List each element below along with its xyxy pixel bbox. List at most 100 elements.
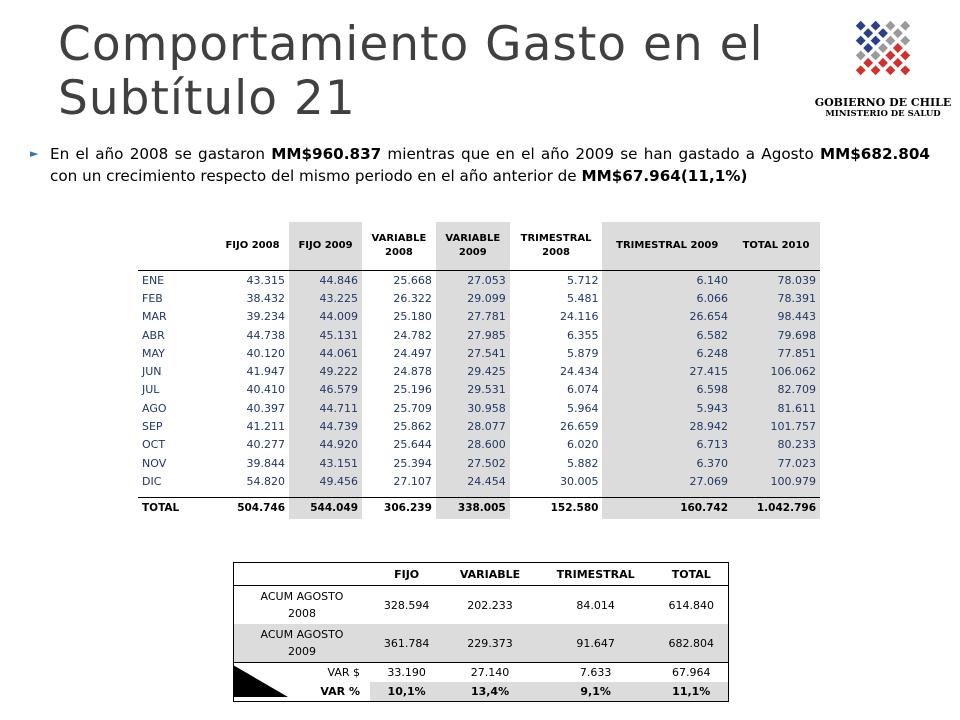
table-row: OCT 40.277 44.920 25.644 28.600 6.020 6.713 80.…: [138, 435, 820, 454]
bullet-bold-3: MM$67.964(11,1%): [581, 167, 748, 185]
table-row: ABR 44.738 45.131 24.782 27.985 6.355 6.582 79.…: [138, 325, 820, 345]
value-cell: 100.979: [732, 472, 820, 491]
emblem-square: [855, 50, 866, 61]
summary-value: 229.373: [443, 624, 537, 663]
value-cell: 77.023: [732, 453, 820, 473]
bullet-text-1: En el año 2008 se gastaron: [50, 145, 272, 163]
summary-row: VAR % 10,1% 13,4% 9,1% 11,1%: [234, 682, 729, 702]
value-cell: 25.180: [393, 310, 432, 324]
value-cell: 39.844: [246, 456, 286, 470]
summary-value: 328.594: [383, 598, 430, 612]
logo-line-2: MINISTERIO DE SALUD: [825, 109, 941, 119]
value-cell: 24.782: [393, 328, 432, 342]
value-cell: 54.820: [246, 474, 286, 488]
emblem-square: [855, 65, 866, 76]
gobierno-logo: GOBIERNO DE CHILE MINISTERIO DE SALUD: [808, 10, 958, 122]
main-header-cell: TOTAL 2010: [732, 222, 820, 271]
bullet-text-2: mientras que en el año 2009 se han gasta…: [381, 145, 821, 163]
emblem-square: [885, 50, 896, 61]
summary-header-cell: VARIABLE: [443, 562, 537, 586]
value-cell: 40.120: [246, 346, 286, 360]
value-cell: 24.116: [559, 310, 599, 324]
value-cell: 81.611: [732, 399, 820, 418]
value-cell: 25.709: [393, 401, 432, 415]
value-cell: 46.579: [289, 380, 363, 400]
total-value: 1.042.796: [732, 496, 820, 519]
month-cell: MAY: [142, 346, 165, 360]
value-cell: 30.005: [559, 474, 599, 488]
table-row: AGO 40.397 44.711 25.709 30.958 5.964 5.943 81.…: [138, 399, 820, 418]
logo-line-1: GOBIERNO DE CHILE: [814, 96, 952, 109]
month-cell: ABR: [142, 328, 165, 342]
main-header-cell: TRIMESTRAL 2009: [602, 222, 733, 271]
table-row: SEP 41.211 44.739 25.862 28.077 26.659 28.942 1…: [138, 417, 820, 436]
month-cell: DIC: [142, 474, 162, 488]
main-header-cell: VARIABLE 2009: [435, 222, 510, 271]
total-value: 306.239: [362, 496, 436, 519]
value-cell: 24.454: [435, 472, 510, 491]
value-cell: 80.233: [732, 435, 820, 454]
emblem-square: [892, 57, 903, 68]
value-cell: 29.531: [435, 380, 510, 400]
value-cell: 5.943: [602, 399, 733, 418]
value-cell: 101.757: [732, 417, 820, 436]
summary-value: 10,1%: [370, 682, 444, 702]
value-cell: 6.066: [602, 289, 733, 308]
emblem-square: [878, 43, 888, 53]
total-value: 544.049: [289, 496, 363, 519]
emblem-square: [855, 35, 866, 46]
value-cell: 25.196: [393, 383, 432, 397]
value-cell: 44.061: [289, 344, 363, 363]
monthly-spending-table: FIJO 2008 FIJO 2009 VARIABLE 2008 VARIABLE 20…: [138, 222, 820, 519]
slide-title: Comportamiento Gasto en el Subtítulo 21: [58, 17, 764, 126]
emblem-square: [892, 43, 903, 53]
value-cell: 40.410: [246, 383, 286, 397]
month-cell: MAR: [142, 310, 167, 324]
month-cell: AGO: [142, 401, 167, 415]
emblem-square: [870, 20, 881, 31]
bullet-text-3: con un crecimiento respecto del mismo pe…: [50, 167, 582, 185]
table-row: MAY 40.120 44.061 24.497 27.541 5.879 6.248 77.…: [138, 344, 820, 363]
summary-value: 202.233: [467, 598, 513, 612]
value-cell: 44.739: [289, 417, 363, 436]
value-cell: 24.434: [559, 365, 599, 379]
emblem-square: [900, 20, 911, 31]
value-cell: 39.234: [246, 310, 286, 324]
value-cell: 6.355: [566, 328, 599, 342]
summary-value: 84.014: [576, 598, 615, 612]
value-cell: 49.222: [289, 362, 363, 381]
table-row: JUL 40.410 46.579 25.196 29.531 6.074 6.598 82.…: [138, 380, 820, 400]
emblem-square: [870, 65, 881, 76]
summary-table: FIJO VARIABLE TRIMESTRAL TOTAL ACUM AGOSTO 2…: [233, 562, 729, 702]
value-cell: 28.942: [602, 417, 733, 436]
summary-value: 7.633: [536, 662, 655, 682]
summary-label: VAR $: [233, 662, 370, 682]
emblem-square: [900, 65, 911, 76]
emblem-square: [885, 35, 896, 46]
value-cell: 24.497: [393, 346, 432, 360]
emblem-square: [878, 57, 888, 68]
value-cell: 43.151: [289, 453, 363, 473]
total-value: 338.005: [435, 496, 510, 519]
total-value: 160.742: [602, 496, 733, 519]
value-cell: 5.964: [566, 401, 599, 415]
main-header-cell: TRIMESTRAL 2008: [509, 222, 603, 271]
summary-header-cell: TOTAL: [654, 562, 729, 586]
summary-header-cell: [233, 562, 370, 586]
emblem-square: [863, 28, 874, 39]
summary-value: 614.840: [668, 598, 715, 612]
main-header-cell: [138, 222, 216, 271]
table-row: ENE 43.315 44.846 25.668 27.053 5.712 6.140 78.…: [138, 270, 820, 290]
value-cell: 78.039: [732, 270, 820, 290]
value-cell: 27.541: [435, 344, 510, 363]
table-row: FEB 38.432 43.225 26.322 29.099 5.481 6.066 78.…: [138, 289, 820, 308]
value-cell: 30.958: [435, 399, 510, 418]
value-cell: 28.077: [435, 417, 510, 436]
value-cell: 106.062: [732, 362, 820, 381]
summary-row: ACUM AGOSTO 2009 361.784 229.373 91.647 682.8…: [233, 624, 729, 663]
value-cell: 5.879: [566, 346, 599, 360]
total-value: 504.746: [216, 496, 290, 519]
total-label: TOTAL: [138, 496, 216, 519]
total-row: TOTAL 504.746 544.049 306.239 338.005 152.580…: [138, 496, 820, 519]
value-cell: 6.140: [602, 270, 733, 290]
